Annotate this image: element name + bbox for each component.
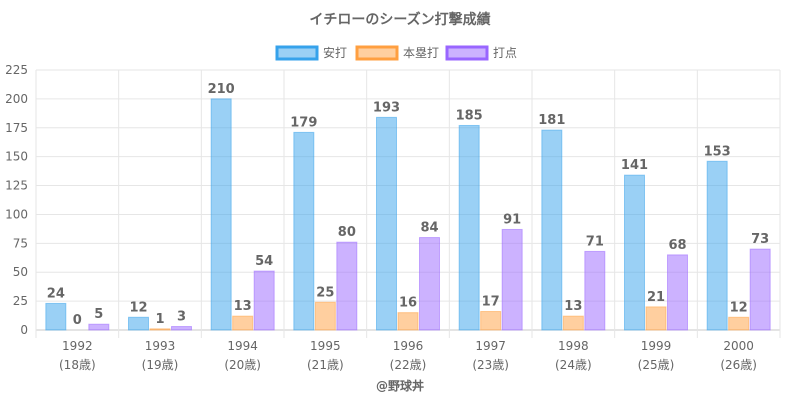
bar-1 [149, 328, 171, 331]
bar-2 [584, 250, 606, 331]
bar-0 [128, 316, 149, 331]
bar-2 [253, 270, 275, 331]
data-label: 13 [234, 299, 252, 314]
data-label: 17 [482, 295, 500, 310]
x-tick-sublabel: (26歳) [720, 358, 757, 372]
data-label: 68 [668, 238, 686, 253]
chart-title: イチローのシーズン打撃成績 [309, 11, 490, 28]
legend-swatch-2 [445, 45, 489, 61]
data-label: 21 [647, 290, 665, 305]
bar-1 [562, 315, 584, 331]
data-label: 24 [47, 286, 65, 301]
data-label: 80 [338, 225, 356, 240]
x-axis: 1992 (18歳) 1993 (19歳) 1994 (20歳) 1995 (21歳) 1996… [59, 339, 757, 372]
bar-0 [541, 129, 563, 331]
bar-2 [749, 248, 771, 331]
data-labels: 24 12 210 179 193 185 181 141 153 0 1 13 25 16 17 13 21 1… [47, 82, 769, 328]
data-label: 141 [621, 158, 648, 173]
credit-text: @野球丼 [376, 378, 424, 393]
bar-0 [458, 124, 480, 331]
legend-label-2: 打点 [493, 46, 517, 60]
bar-0 [624, 174, 645, 331]
data-label: 91 [503, 212, 521, 227]
legend-swatch-1 [355, 45, 399, 61]
x-tick-label: 1999 [641, 339, 672, 353]
x-tick-sublabel: (18歳) [59, 358, 96, 372]
x-tick-label: 1994 [227, 339, 258, 353]
bar-2 [336, 241, 358, 331]
data-label: 12 [129, 300, 147, 315]
x-tick-label: 1993 [145, 339, 176, 353]
data-label: 210 [208, 82, 235, 97]
y-tick-label: 25 [13, 294, 28, 308]
data-label: 71 [586, 234, 604, 249]
data-label: 185 [456, 108, 483, 123]
y-tick-label: 150 [5, 150, 28, 164]
legend-label-1: 本塁打 [403, 46, 439, 60]
y-tick-label: 75 [13, 236, 28, 250]
data-label: 179 [290, 115, 317, 130]
data-label: 73 [751, 232, 769, 247]
data-label: 0 [73, 313, 82, 328]
data-label: 1 [155, 312, 164, 327]
bar-0 [210, 98, 232, 331]
data-label: 84 [420, 221, 438, 236]
bar-2 [171, 326, 192, 331]
data-label: 16 [399, 296, 417, 311]
x-tick-label: 1998 [558, 339, 589, 353]
data-label: 181 [538, 113, 565, 128]
chart-legend: 安打 本塁打 打点 [275, 45, 517, 61]
bar-1 [728, 316, 750, 331]
legend-label-0: 安打 [323, 45, 347, 60]
data-label: 193 [373, 100, 400, 115]
y-tick-label: 100 [5, 207, 28, 221]
x-tick-sublabel: (25歳) [638, 358, 675, 372]
bar-0 [45, 302, 67, 331]
bar-2 [667, 254, 688, 331]
data-label: 153 [704, 144, 731, 159]
bar-1 [645, 306, 667, 331]
chart-grid [35, 69, 781, 338]
x-tick-sublabel: (22歳) [390, 358, 427, 372]
y-tick-label: 0 [20, 323, 28, 337]
data-label: 25 [316, 285, 334, 300]
x-tick-label: 2000 [723, 339, 754, 353]
bar-0 [706, 160, 728, 331]
x-tick-sublabel: (20歳) [224, 358, 261, 372]
y-tick-label: 175 [5, 121, 28, 135]
legend-swatch-0 [275, 45, 319, 61]
y-tick-label: 225 [5, 63, 28, 77]
data-label: 3 [177, 310, 186, 325]
bar-1 [397, 312, 419, 331]
x-tick-sublabel: (24歳) [555, 358, 592, 372]
x-tick-sublabel: (23歳) [472, 358, 509, 372]
y-tick-label: 50 [13, 265, 28, 279]
bar-2 [419, 237, 440, 331]
y-axis: 0 25 50 75 100 125 150 175 200 225 [5, 63, 28, 337]
x-tick-label: 1996 [393, 339, 424, 353]
data-label: 54 [255, 254, 273, 269]
data-label: 12 [730, 300, 748, 315]
data-label: 5 [94, 307, 103, 322]
x-tick-sublabel: (19歳) [142, 358, 179, 372]
data-label: 13 [564, 299, 582, 314]
x-tick-label: 1995 [310, 339, 341, 353]
bar-1 [232, 315, 254, 331]
bar-1 [480, 311, 502, 331]
bar-0 [293, 131, 315, 331]
x-tick-label: 1992 [62, 339, 93, 353]
bar-1 [314, 301, 336, 331]
y-tick-label: 125 [5, 179, 28, 193]
y-tick-label: 200 [5, 92, 28, 106]
bar-2 [88, 323, 110, 331]
bar-0 [376, 116, 397, 331]
x-tick-label: 1997 [475, 339, 506, 353]
bar-2 [501, 228, 523, 331]
chart-bars [45, 98, 771, 331]
x-tick-sublabel: (21歳) [307, 358, 344, 372]
